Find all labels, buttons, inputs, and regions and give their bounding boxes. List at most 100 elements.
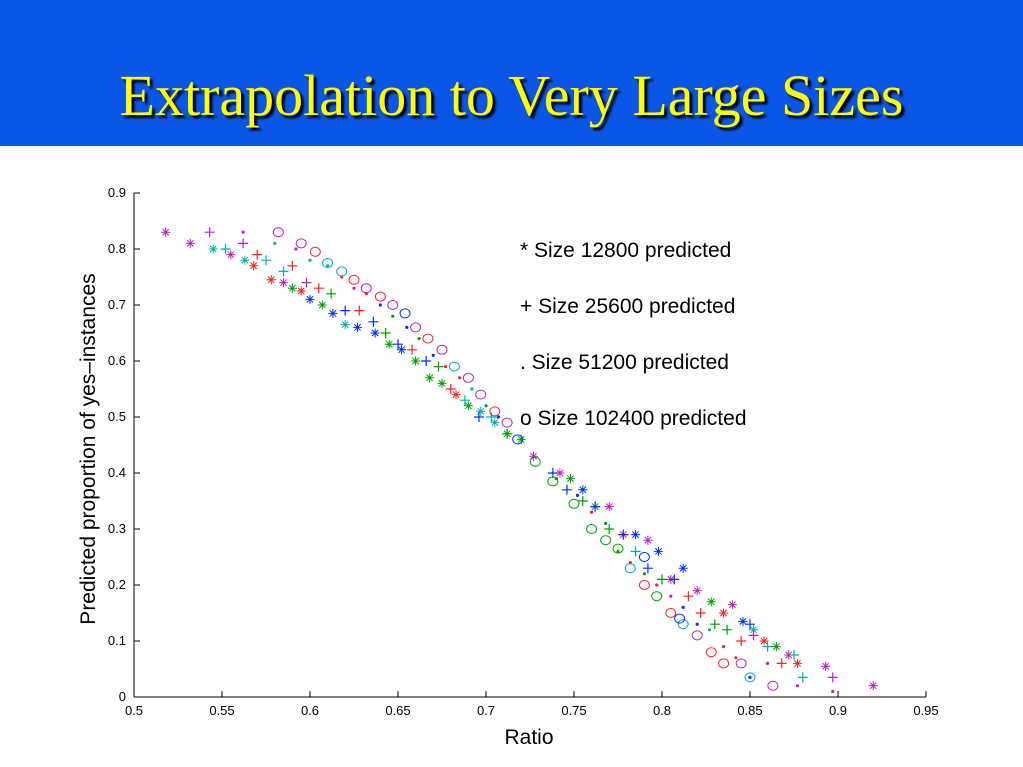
- star-marker: [631, 530, 641, 540]
- star-marker: [555, 468, 565, 478]
- star-marker: [266, 275, 276, 285]
- star-marker: [370, 328, 380, 338]
- star-marker: [868, 681, 878, 691]
- slide-title: Extrapolation to Very Large Sizes: [119, 63, 904, 128]
- dot-marker: [484, 404, 488, 408]
- plus-marker: [547, 468, 558, 478]
- star-marker: [727, 600, 737, 610]
- circle-marker: [624, 563, 636, 574]
- star-marker: [287, 283, 297, 293]
- dot-marker: [352, 286, 356, 290]
- star-marker: [397, 345, 407, 355]
- circle-marker: [718, 658, 730, 669]
- plus-marker: [630, 546, 641, 557]
- plus-marker: [287, 260, 298, 271]
- star-marker: [411, 356, 421, 366]
- dot-marker: [458, 376, 462, 380]
- star-marker: [161, 227, 171, 237]
- star-marker: [643, 535, 653, 545]
- dot-marker: [496, 415, 500, 419]
- dot-marker: [642, 572, 647, 576]
- plus-marker: [657, 574, 667, 585]
- plus-marker: [252, 249, 263, 260]
- y-tick-label: 0.5: [108, 409, 126, 424]
- circle-marker: [322, 258, 334, 268]
- circle-marker: [295, 238, 307, 249]
- plus-marker: [354, 305, 365, 316]
- star-marker: [490, 418, 500, 428]
- y-tick-label: 0.6: [108, 353, 126, 368]
- circle-marker: [735, 658, 747, 669]
- circle-marker: [462, 372, 474, 383]
- star-marker: [305, 294, 315, 304]
- dot-marker: [470, 387, 474, 391]
- circle-marker: [489, 406, 501, 417]
- plus-marker: [642, 563, 653, 574]
- x-tick-label: 0.95: [913, 703, 938, 718]
- plus-marker: [797, 672, 808, 683]
- circle-marker: [348, 274, 360, 285]
- x-axis-label: Ratio: [504, 726, 553, 749]
- legend-entry-102400: o Size 102400 predicted: [520, 407, 747, 430]
- y-tick-label: 0: [119, 689, 126, 704]
- plus-marker: [220, 244, 231, 254]
- plus-marker: [736, 636, 747, 646]
- dot-marker: [748, 675, 752, 680]
- dot-marker: [795, 684, 800, 688]
- circle-marker: [651, 591, 663, 602]
- star-marker: [784, 650, 794, 660]
- x-tick-label: 0.85: [737, 703, 762, 718]
- plus-marker: [618, 529, 629, 540]
- y-tick-label: 0.2: [108, 577, 126, 592]
- circle-marker: [529, 456, 541, 467]
- circle-marker: [512, 434, 524, 445]
- plus-marker: [421, 356, 432, 366]
- star-marker: [296, 286, 306, 296]
- x-tick-label: 0.7: [477, 703, 495, 718]
- circle-marker: [691, 630, 703, 641]
- y-tick-label: 0.4: [108, 465, 126, 480]
- plus-marker: [433, 361, 444, 372]
- star-marker: [279, 278, 289, 288]
- circle-marker: [309, 246, 321, 257]
- dot-marker: [241, 230, 245, 234]
- plus-marker: [776, 658, 787, 669]
- circle-marker: [475, 389, 487, 400]
- plus-marker: [407, 344, 418, 355]
- x-tick-label: 0.6: [301, 703, 319, 718]
- plus-marker: [669, 574, 680, 585]
- dot-marker: [378, 303, 382, 307]
- plus-marker: [722, 624, 733, 635]
- y-tick-label: 0.9: [108, 185, 126, 200]
- dot-marker: [326, 264, 330, 268]
- star-marker: [516, 434, 526, 444]
- x-tick-label: 0.9: [829, 703, 847, 718]
- circle-marker: [665, 608, 677, 618]
- plus-marker: [486, 412, 497, 422]
- plus-marker: [762, 641, 773, 652]
- plus-marker: [313, 283, 324, 294]
- circle-marker: [501, 417, 513, 428]
- x-tick-label: 0.55: [209, 703, 234, 718]
- dot-marker: [590, 510, 594, 514]
- star-marker: [578, 485, 588, 495]
- y-axis-label: Predicted proportion of yes–instances: [77, 273, 100, 624]
- circle-marker: [568, 498, 580, 509]
- legend-entry-25600: + Size 25600 predicted: [520, 295, 735, 318]
- plus-marker: [204, 227, 215, 238]
- dot-marker: [766, 661, 770, 666]
- star-marker: [437, 378, 447, 388]
- dot-marker: [707, 628, 712, 632]
- star-marker: [749, 625, 759, 635]
- circle-marker: [767, 680, 779, 691]
- dot-marker: [443, 365, 448, 369]
- plus-marker: [604, 524, 615, 534]
- plus-marker: [459, 395, 470, 406]
- x-tick-label: 0.5: [125, 703, 143, 718]
- legend-entry-51200: . Size 51200 predicted: [520, 351, 729, 374]
- star-marker: [185, 238, 195, 248]
- dot-marker: [734, 656, 738, 660]
- chart-marks: [161, 227, 878, 694]
- star-marker: [771, 642, 781, 652]
- plus-marker: [590, 501, 601, 512]
